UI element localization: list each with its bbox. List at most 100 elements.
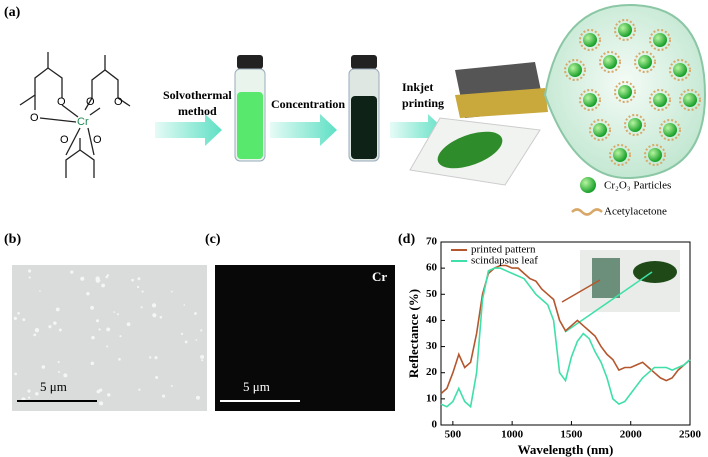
- sem-dot: [131, 278, 134, 282]
- sem-dot: [22, 318, 26, 322]
- scale-label: 5 μm: [40, 379, 67, 394]
- sem-dot: [14, 372, 18, 376]
- particle-shell: [649, 89, 671, 111]
- sem-dot: [170, 385, 173, 388]
- step-label: method: [178, 104, 217, 118]
- sem-dot: [201, 359, 204, 362]
- particle-shell: [669, 59, 691, 81]
- particles: [564, 19, 701, 166]
- sem-dot: [183, 304, 186, 306]
- sem-dot: [107, 393, 111, 397]
- atom: O: [86, 96, 95, 108]
- sem-dot: [28, 276, 31, 279]
- sem-dot: [200, 354, 205, 359]
- sem-dot: [48, 325, 52, 329]
- series-line: [440, 267, 691, 409]
- sem-dot: [105, 275, 109, 279]
- arrow: [270, 114, 337, 146]
- sem-dot: [194, 312, 197, 315]
- panel-label: (a): [4, 5, 21, 20]
- step-label: Concentration: [271, 97, 345, 111]
- sem-dot: [39, 290, 41, 292]
- sem-dot: [80, 276, 85, 281]
- sem-image: [12, 265, 207, 411]
- atom: O: [57, 96, 66, 108]
- inset-print: [592, 258, 620, 298]
- pointer: [561, 279, 601, 303]
- arrow: [155, 114, 222, 146]
- particle-shell: [614, 81, 636, 103]
- sem-dot: [200, 329, 203, 332]
- x-axis-label: Wavelength (nm): [518, 442, 614, 457]
- eds-map: [215, 265, 395, 411]
- sem-dot: [55, 307, 60, 312]
- panel-label: (d): [398, 232, 415, 247]
- sem-dot: [63, 373, 68, 378]
- panel-label: (b): [4, 232, 21, 247]
- particle-shell: [634, 51, 656, 73]
- particle-shell: [624, 114, 646, 136]
- sem-dot: [98, 328, 101, 331]
- sem-dot: [90, 361, 95, 366]
- plot-frame: [440, 241, 691, 426]
- sem-dot: [170, 290, 173, 293]
- particle: [618, 85, 632, 99]
- sem-dot: [106, 345, 109, 348]
- x-tick-label: 1500: [560, 429, 583, 441]
- series-line: [440, 264, 691, 395]
- sem-dot: [184, 340, 188, 344]
- sem-dot: [151, 303, 157, 308]
- particle: [583, 93, 597, 107]
- atom: O: [60, 134, 69, 146]
- sem-dot: [33, 333, 37, 337]
- vial-cap: [237, 55, 263, 69]
- sem-dot: [159, 315, 163, 319]
- legend-particle: [580, 177, 596, 193]
- particle: [583, 33, 597, 47]
- x-tick-label: 500: [445, 429, 462, 441]
- sem-dot: [86, 292, 90, 296]
- sem-dot: [27, 389, 31, 393]
- particle-shell: [649, 29, 671, 51]
- sem-dot: [99, 401, 104, 406]
- sem-dot: [116, 313, 119, 316]
- legend-ligand: [571, 208, 603, 216]
- scale-label: 5 μm: [243, 379, 270, 394]
- particle-shell: [679, 89, 701, 111]
- sem-dot: [195, 339, 198, 341]
- sem-dot: [118, 357, 121, 361]
- sem-dot: [106, 327, 111, 332]
- sem-dot: [154, 356, 158, 360]
- sem-dot: [53, 321, 57, 325]
- legend-label: printed pattern: [471, 244, 536, 256]
- sem-dot: [119, 335, 122, 338]
- legend-label: Acetylacetone: [604, 206, 667, 218]
- sem-dot: [137, 277, 141, 281]
- particle-shell: [644, 144, 666, 166]
- sem-dot: [58, 328, 62, 332]
- sem-dot: [113, 311, 116, 313]
- step-label: printing: [402, 96, 444, 110]
- particle-shell: [659, 119, 681, 141]
- sem-dot: [70, 270, 74, 274]
- vial-cap: [351, 55, 377, 69]
- y-axis-label: Reflectance (%): [406, 289, 421, 378]
- sem-dot: [27, 396, 31, 399]
- x-tick-label: 1000: [501, 429, 524, 441]
- y-tick-label: 50: [426, 288, 438, 300]
- particle: [618, 23, 632, 37]
- sem-dot: [35, 392, 39, 396]
- sem-dot: [136, 285, 140, 289]
- particle: [648, 148, 662, 162]
- particle: [613, 148, 627, 162]
- sem-dot: [57, 371, 60, 374]
- sem-dot: [149, 356, 152, 359]
- sem-dot: [41, 365, 46, 369]
- particle: [653, 33, 667, 47]
- sem-dot: [57, 361, 60, 364]
- sem-dot: [27, 269, 32, 273]
- sem-dot: [138, 388, 141, 391]
- sem-dot: [90, 305, 94, 310]
- sem-dot: [195, 395, 200, 400]
